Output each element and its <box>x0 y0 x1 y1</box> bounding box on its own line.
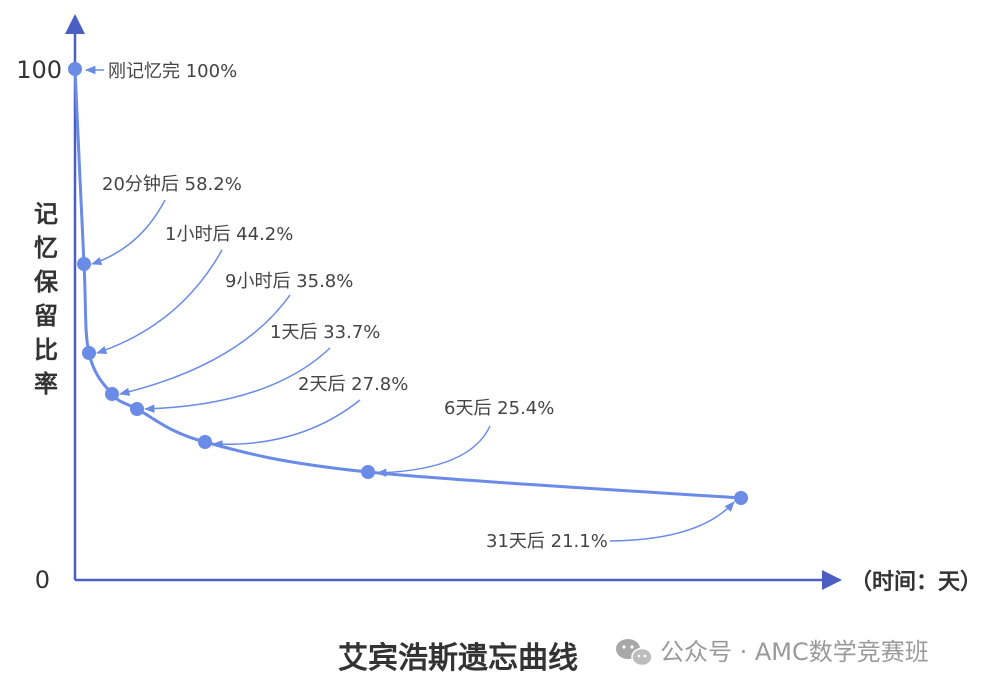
data-point <box>198 435 212 449</box>
data-point <box>77 257 91 271</box>
y-axis-label-char: 记 <box>34 200 58 228</box>
annotation-leader <box>609 501 735 542</box>
watermark: 公众号 · AMC数学竞赛班 <box>616 638 929 667</box>
y-axis-label-char: 保 <box>33 268 59 296</box>
watermark-text: 公众号 · AMC数学竞赛班 <box>660 638 929 666</box>
forgetting-curve-line <box>73 68 742 500</box>
data-point <box>68 62 82 76</box>
data-points <box>68 62 748 505</box>
point-annotation-label: 20分钟后 58.2% <box>102 174 242 195</box>
annotation-leader <box>118 294 291 396</box>
annotation-leader <box>211 399 361 449</box>
point-annotation-label: 2天后 27.8% <box>298 374 408 395</box>
point-annotation-label: 6天后 25.4% <box>444 398 554 419</box>
point-annotation-label: 9小时后 35.8% <box>225 271 353 292</box>
y-tick-label-top: 100 <box>16 56 62 84</box>
data-point <box>734 491 748 505</box>
y-axis-label-char: 忆 <box>34 234 58 262</box>
data-point <box>82 346 96 360</box>
point-annotation-label: 31天后 21.1% <box>486 531 608 552</box>
y-tick-label-bottom: 0 <box>35 566 50 594</box>
chart-title: 艾宾浩斯遗忘曲线 <box>338 641 578 676</box>
y-axis-label-char: 率 <box>34 370 58 398</box>
point-annotation-label: 1天后 33.7% <box>270 322 380 343</box>
annotations: 刚记忆完 100% 20分钟后 58.2% 1小时后 44.2% 9小时后 35.8%… <box>84 61 735 552</box>
data-point <box>105 387 119 401</box>
data-point <box>361 465 375 479</box>
annotation-leader <box>143 347 331 413</box>
y-axis-label-char: 比 <box>34 336 58 364</box>
annotation-leader <box>91 199 166 265</box>
point-annotation-label: 刚记忆完 100% <box>108 61 237 82</box>
y-axis-label-char: 留 <box>34 302 58 330</box>
wechat-icon <box>616 639 653 667</box>
point-annotation-label: 1小时后 44.2% <box>165 224 293 245</box>
annotation-leader <box>375 425 491 477</box>
data-point <box>130 402 144 416</box>
annotation-leader <box>96 249 223 354</box>
x-axis-label: （时间：天） <box>850 570 982 595</box>
